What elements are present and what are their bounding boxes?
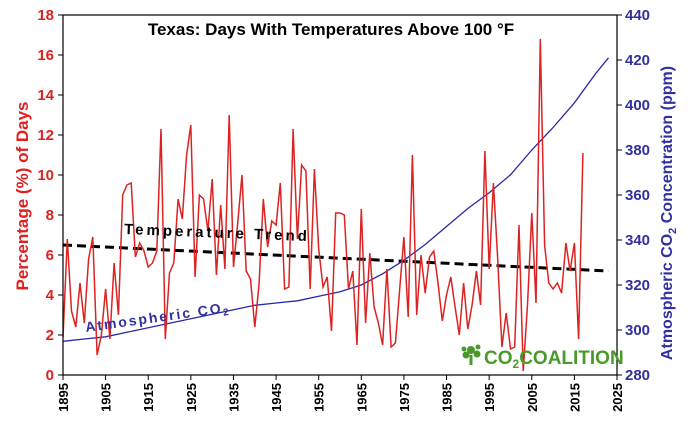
y-left-tick-label: 10 [37,167,54,184]
tree-icon [461,344,481,365]
y-right-tick-label: 340 [625,232,650,249]
x-tick-label: 1965 [354,383,369,412]
logo-text: CO2COALITION [484,348,624,371]
y-right-tick-label: 380 [625,142,650,159]
y-left-tick-label: 18 [37,7,54,24]
x-tick-label: 2015 [567,383,582,412]
x-tick-label: 1905 [99,383,114,412]
series-trend-line [62,243,609,273]
x-tick-label: 2005 [525,383,540,412]
y-right-tick-label: 420 [625,52,650,69]
y-axis-right-label-prefix: Atmospheric CO [659,234,676,360]
co2-coalition-logo: CO2COALITION [461,344,624,371]
x-tick-label: 1975 [397,383,412,412]
x-tick-label: 1915 [141,383,156,412]
x-tick-label: 1985 [440,383,455,412]
x-tick-label: 1925 [184,383,199,412]
y-right-tick-label: 440 [625,7,650,24]
y-axis-right-ticks: 280 300 320 340 360 380 400 420 440 [617,7,650,384]
chart-title: Texas: Days With Temperatures Above 100 … [148,20,514,39]
y-axis-right-label: Atmospheric CO2 Concentration (ppm) [659,66,679,360]
y-right-tick-label: 320 [625,277,650,294]
logo-sub: 2 [513,357,520,371]
x-tick-label: 1945 [269,383,284,412]
y-left-tick-label: 4 [46,287,55,304]
logo-suffix: COALITION [519,348,624,369]
annotation-co2-sub: 2 [222,307,231,319]
series-temperature-line [62,38,584,372]
y-left-tick-label: 6 [46,247,54,264]
y-axis-left-label: Percentage (%) of Days [13,102,32,291]
y-right-tick-label: 280 [625,367,650,384]
x-tick-label: 1955 [312,383,327,412]
x-tick-label: 1935 [226,383,241,412]
y-axis-right-label-suffix: Concentration (ppm) [659,66,676,228]
y-left-tick-label: 2 [46,327,54,344]
y-right-tick-label: 300 [625,322,650,339]
y-right-tick-label: 400 [625,97,650,114]
y-left-tick-label: 8 [46,207,54,224]
y-axis-right-label-sub: 2 [667,228,679,234]
x-tick-label: 1995 [482,383,497,412]
y-left-tick-label: 14 [37,87,54,104]
plot-area [62,38,610,372]
y-axis-left-ticks: 0 2 4 6 8 10 12 14 16 18 [37,7,63,384]
plot-frame [62,14,618,376]
x-tick-label: 2025 [610,383,625,412]
annotation-co2-prefix: Atmospheric CO [84,300,223,335]
x-tick-label: 1895 [56,383,71,412]
x-axis-ticks: 1895 1905 1915 1925 1935 1945 1955 1965 1975 1985… [56,375,625,412]
logo-prefix: CO [484,348,513,369]
y-left-tick-label: 0 [46,367,54,384]
y-left-tick-label: 16 [37,47,54,64]
series-co2-line [62,57,610,342]
y-left-tick-label: 12 [37,127,54,144]
y-right-tick-label: 360 [625,187,650,204]
